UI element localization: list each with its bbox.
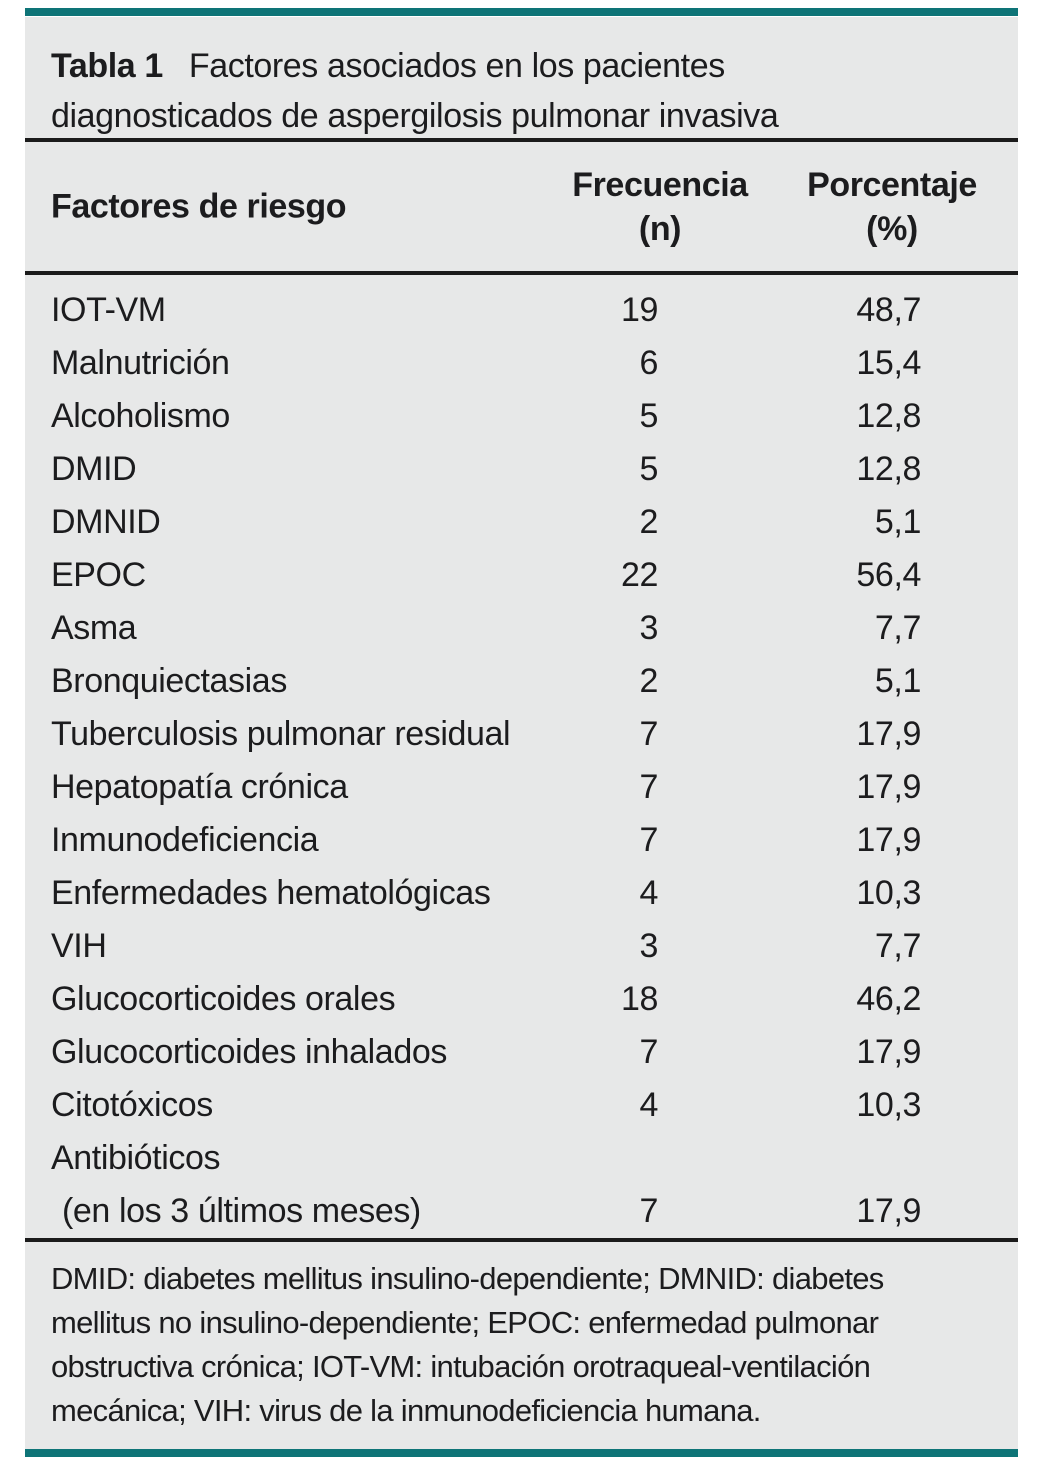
table-row: Hepatopatía crónica 7 17,9 <box>25 761 1018 814</box>
table-row: EPOC 22 56,4 <box>25 549 1018 602</box>
table-footnote: DMID: diabetes mellitus insulino-dependi… <box>25 1242 1018 1433</box>
table-row: Glucocorticoides orales 18 46,2 <box>25 973 1018 1026</box>
percentage-value: 5,1 <box>874 503 921 541</box>
percentage-value: 5,1 <box>874 662 921 700</box>
factor-label-line2: (en los 3 últimos meses) <box>62 1192 421 1230</box>
frequency-value: 7 <box>639 821 658 859</box>
frequency-value: 18 <box>620 980 658 1018</box>
table-row-antibiotics: Antibióticos (en los 3 últimos meses) 7 … <box>25 1132 1018 1238</box>
frequency-value: 19 <box>620 291 658 329</box>
table-title: Tabla 1 Factores asociados en los pacient… <box>25 17 1018 138</box>
frequency-value: 7 <box>639 768 658 806</box>
percentage-value: 10,3 <box>856 1086 921 1124</box>
frequency-value: 4 <box>639 874 658 912</box>
factor-label: Glucocorticoides inhalados <box>51 1033 447 1071</box>
frequency-value: 6 <box>639 344 658 382</box>
factor-label: VIH <box>51 927 107 965</box>
factor-label: Hepatopatía crónica <box>51 768 348 806</box>
frequency-value: 3 <box>639 927 658 965</box>
table-row: Inmunodeficiencia 7 17,9 <box>25 814 1018 867</box>
footnote-line: obstructiva crónica; IOT-VM: intubación … <box>51 1349 871 1384</box>
percentage-value: 48,7 <box>856 291 921 329</box>
percentage-value: 7,7 <box>874 609 921 647</box>
frequency-value: 5 <box>639 397 658 435</box>
table-row: Tuberculosis pulmonar residual 7 17,9 <box>25 708 1018 761</box>
frequency-value: 7 <box>639 1033 658 1071</box>
percentage-value: 15,4 <box>856 344 921 382</box>
factor-label: Antibióticos <box>51 1139 221 1177</box>
percentage-value: 17,9 <box>856 768 921 806</box>
table-panel: Tabla 1 Factores asociados en los pacient… <box>25 17 1018 1450</box>
table-header-row: Factores de riesgo Frecuencia (n) Porcen… <box>25 142 1018 271</box>
column-header-percentage-line1: Porcentaje <box>807 165 977 204</box>
table-row: Glucocorticoides inhalados 7 17,9 <box>25 1026 1018 1079</box>
column-header-frequency: Frecuencia (n) <box>540 163 780 251</box>
percentage-value: 17,9 <box>856 1192 921 1230</box>
table-row: DMNID 2 5,1 <box>25 496 1018 549</box>
factor-label: Inmunodeficiencia <box>51 821 319 859</box>
table-row: VIH 3 7,7 <box>25 920 1018 973</box>
factor-label: DMID <box>51 450 137 488</box>
frequency-value: 22 <box>620 556 658 594</box>
column-header-frequency-line2: (n) <box>638 209 682 248</box>
frequency-value: 2 <box>639 503 658 541</box>
factor-label: Alcoholismo <box>51 397 230 435</box>
factor-label: Bronquiectasias <box>51 662 287 700</box>
percentage-value: 12,8 <box>856 397 921 435</box>
column-header-frequency-line1: Frecuencia <box>572 165 748 204</box>
table-row: Citotóxicos 4 10,3 <box>25 1079 1018 1132</box>
percentage-value: 17,9 <box>856 1033 921 1071</box>
table-top-accent-bar <box>25 8 1018 16</box>
table-row: Alcoholismo 5 12,8 <box>25 390 1018 443</box>
table-title-line1: Factores asociados en los pacientes <box>188 47 725 85</box>
frequency-value: 3 <box>639 609 658 647</box>
table-row: Asma 3 7,7 <box>25 602 1018 655</box>
rule-below-header <box>25 271 1018 275</box>
table-body: IOT-VM 19 48,7 Malnutrición 6 15,4 Alcoh… <box>25 275 1018 1238</box>
column-header-percentage-line2: (%) <box>866 209 918 248</box>
footnote-line: DMID: diabetes mellitus insulino-dependi… <box>51 1261 884 1296</box>
column-header-factors: Factores de riesgo <box>51 187 347 225</box>
rule-below-title <box>25 138 1018 142</box>
frequency-value: 7 <box>639 1192 658 1230</box>
table-row: IOT-VM 19 48,7 <box>25 284 1018 337</box>
frequency-value: 7 <box>639 715 658 753</box>
table-row: Bronquiectasias 2 5,1 <box>25 655 1018 708</box>
percentage-value: 17,9 <box>856 821 921 859</box>
frequency-value: 2 <box>639 662 658 700</box>
factor-label: EPOC <box>51 556 146 594</box>
factor-label: IOT-VM <box>51 291 166 329</box>
table-number-label: Tabla 1 <box>51 47 163 85</box>
factor-label: DMNID <box>51 503 161 541</box>
factor-label: Citotóxicos <box>51 1086 213 1124</box>
factor-label: Glucocorticoides orales <box>51 980 396 1018</box>
factor-label: Enfermedades hematológicas <box>51 874 491 912</box>
table-bottom-accent-bar <box>25 1449 1018 1457</box>
percentage-value: 7,7 <box>874 927 921 965</box>
frequency-value: 5 <box>639 450 658 488</box>
factor-label: Asma <box>51 609 137 647</box>
footnote-line: mellitus no insulino-dependiente; EPOC: … <box>51 1305 879 1340</box>
factor-label: Tuberculosis pulmonar residual <box>51 715 511 753</box>
percentage-value: 10,3 <box>856 874 921 912</box>
percentage-value: 46,2 <box>856 980 921 1018</box>
table-row: Enfermedades hematológicas 4 10,3 <box>25 867 1018 920</box>
percentage-value: 56,4 <box>856 556 921 594</box>
percentage-value: 12,8 <box>856 450 921 488</box>
percentage-value: 17,9 <box>856 715 921 753</box>
table-row: Malnutrición 6 15,4 <box>25 337 1018 390</box>
rule-above-footnote <box>25 1238 1018 1242</box>
table-title-line2: diagnosticados de aspergilosis pulmonar … <box>51 97 779 135</box>
table-row: DMID 5 12,8 <box>25 443 1018 496</box>
frequency-value: 4 <box>639 1086 658 1124</box>
column-header-percentage: Porcentaje (%) <box>772 163 1012 251</box>
footnote-line: mecánica; VIH: virus de la inmunodeficie… <box>51 1393 761 1428</box>
factor-label: Malnutrición <box>51 344 230 382</box>
